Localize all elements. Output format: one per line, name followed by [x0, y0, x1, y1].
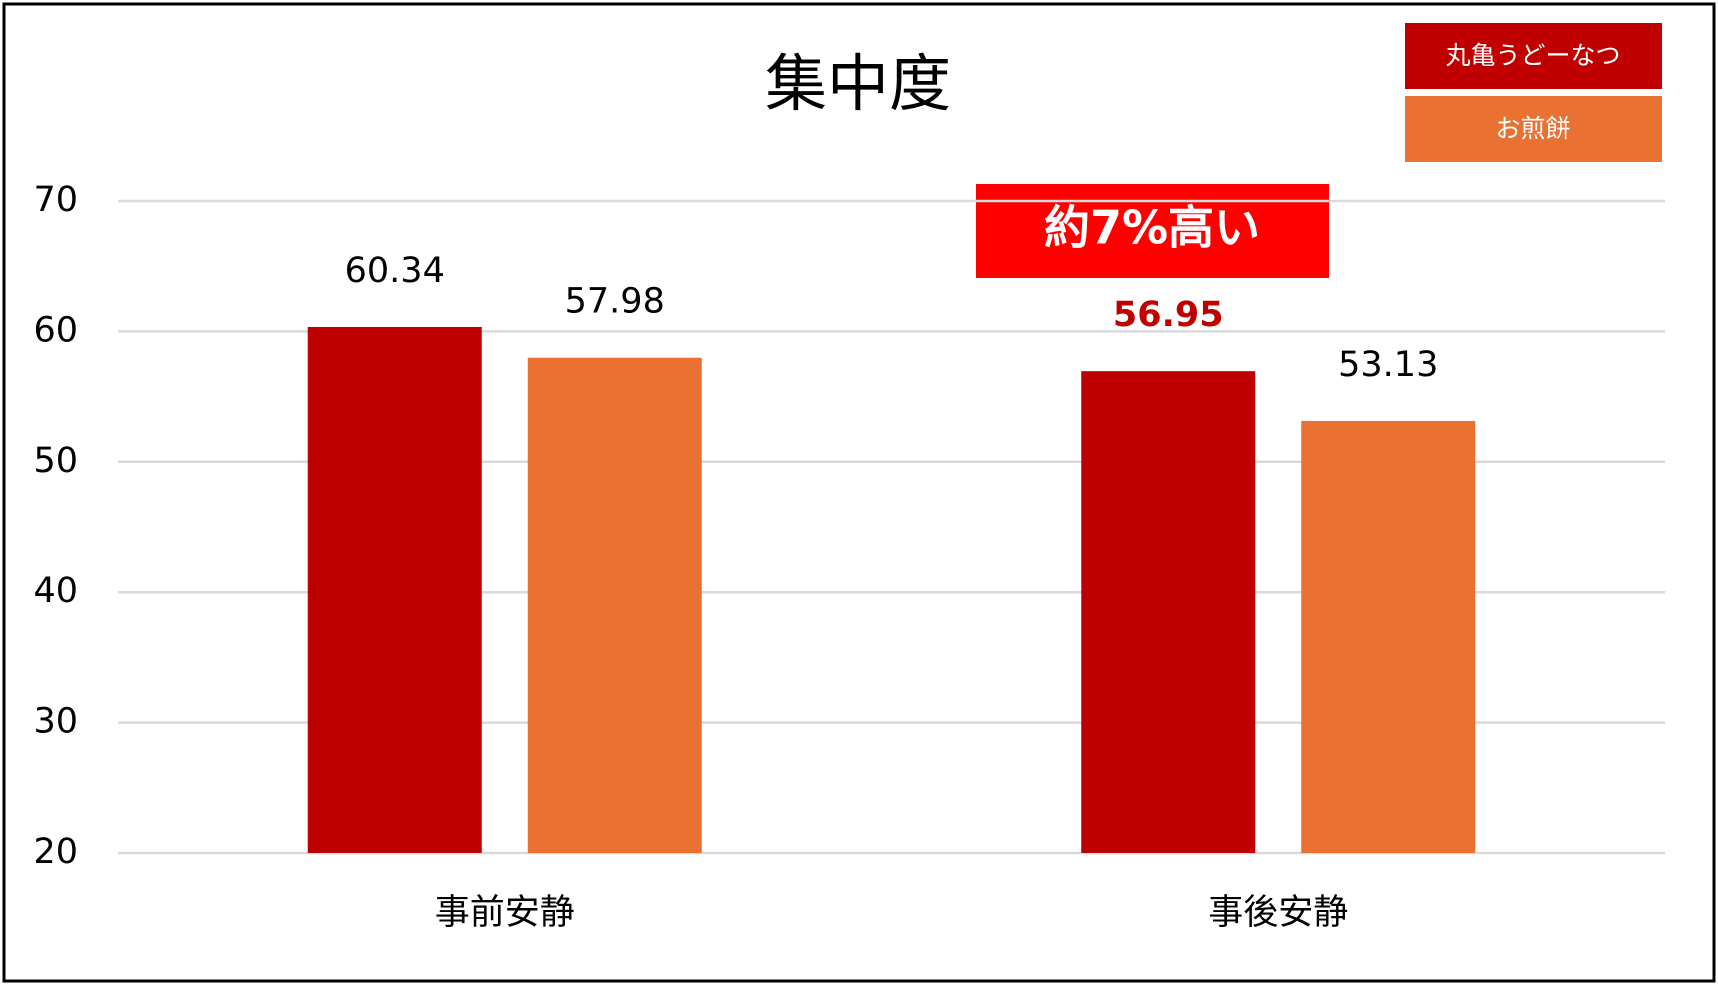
- value-label: 60.34: [345, 251, 445, 291]
- y-tick-label: 20: [33, 832, 78, 872]
- legend-label: 丸亀うどーなつ: [1445, 41, 1620, 70]
- bar: [1301, 420, 1476, 853]
- annotation: 約7%高い: [1044, 201, 1260, 255]
- chart-title: 集中度: [765, 47, 951, 120]
- x-tick-label: 事後安静: [1208, 893, 1348, 933]
- legend-swatch: [1405, 23, 1662, 89]
- bar: [307, 326, 482, 853]
- annotation-box: [976, 184, 1329, 278]
- bar: [527, 357, 702, 853]
- value-label: 57.98: [565, 282, 665, 322]
- x-tick-label: 事前安静: [435, 893, 575, 933]
- value-label: 56.95: [1113, 295, 1224, 335]
- y-tick-label: 60: [33, 310, 78, 350]
- y-tick-label: 70: [33, 180, 78, 220]
- legend-swatch: [1405, 96, 1662, 162]
- y-tick-label: 40: [33, 571, 78, 611]
- bar: [1081, 371, 1256, 853]
- legend-label: お煎餅: [1495, 114, 1570, 143]
- y-tick-label: 50: [33, 441, 78, 481]
- y-tick-label: 30: [33, 702, 78, 742]
- value-label: 53.13: [1338, 345, 1438, 385]
